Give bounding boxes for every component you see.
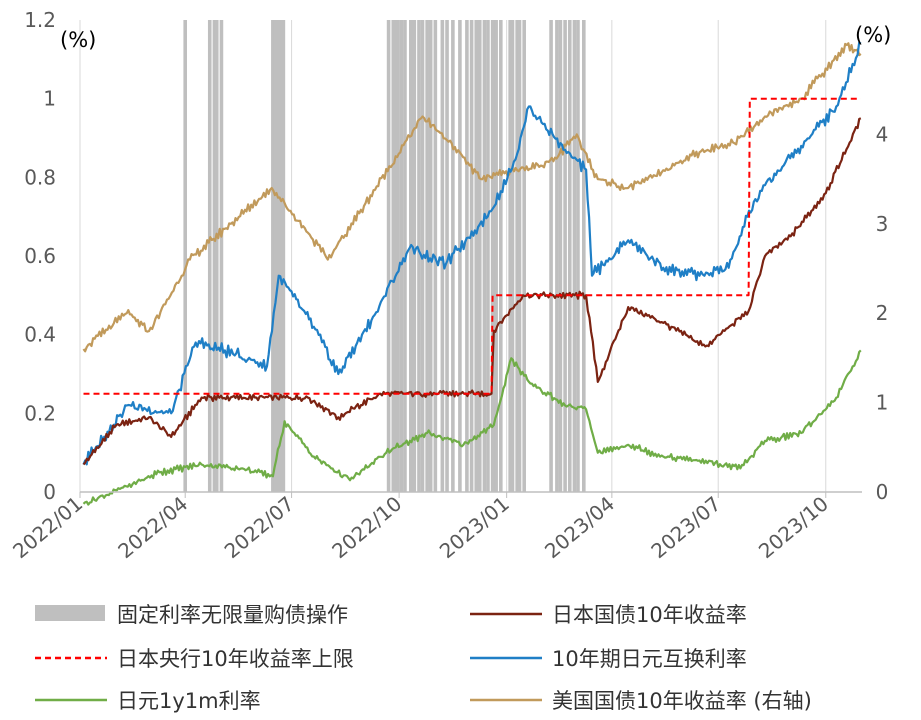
operation-bar	[469, 20, 474, 492]
x-tick-label: 2023/07	[646, 491, 725, 563]
operation-bar	[271, 20, 275, 492]
operation-bar	[207, 20, 212, 492]
operation-bar	[183, 20, 188, 492]
operation-bar	[477, 20, 482, 492]
operation-bar	[465, 20, 469, 492]
series-line-boj_cap	[83, 97, 861, 395]
operation-bar	[393, 20, 398, 492]
legend-swatch	[35, 605, 105, 621]
operation-bar	[581, 20, 586, 492]
x-tick-label: 2022/07	[220, 491, 299, 563]
operation-bar	[279, 20, 283, 492]
operation-bars	[183, 20, 586, 492]
operation-bar	[399, 20, 404, 492]
y-left-tick-label: 0.8	[24, 165, 56, 189]
legend-label: 10年期日元互换利率	[552, 647, 747, 671]
operation-bar	[482, 20, 487, 492]
operation-bar	[486, 20, 490, 492]
y-right-tick-label: 1	[876, 391, 889, 415]
operation-bar	[412, 20, 417, 492]
y-left-axis: 0 0.2 0.4 0.6 0.8 1 1.2	[24, 8, 56, 504]
operation-bar	[494, 20, 498, 492]
y-left-tick-label: 0.4	[24, 323, 56, 347]
operation-bar	[276, 20, 281, 492]
x-tick-label: 2023/01	[435, 491, 514, 563]
y-left-tick-label: 0	[43, 480, 56, 504]
operation-bar	[567, 20, 572, 492]
operation-bar	[558, 20, 563, 492]
operation-bar	[576, 20, 580, 492]
y-right-axis: 0 1 2 3 4	[876, 122, 889, 504]
y-right-tick-label: 0	[876, 480, 889, 504]
y-left-tick-label: 1	[43, 87, 56, 111]
operation-bar	[572, 20, 577, 492]
y-right-tick-label: 2	[876, 301, 889, 325]
series-line-y1y1m	[82, 349, 862, 506]
x-tick-label: 2022/10	[327, 491, 406, 563]
operation-bar	[445, 20, 449, 492]
operation-bar	[391, 20, 396, 492]
operation-bar	[517, 20, 522, 492]
operation-bar	[212, 20, 217, 492]
operation-bar	[522, 20, 526, 492]
operation-bar	[474, 20, 479, 492]
y-left-tick-label: 1.2	[24, 8, 56, 32]
operation-bar	[515, 20, 519, 492]
legend-label: 日本央行10年收益率上限	[117, 647, 354, 671]
legend-label: 日本国债10年收益率	[552, 603, 747, 627]
operation-bar	[409, 20, 413, 492]
x-tick-label: 2023/10	[754, 491, 833, 563]
operation-bar	[508, 20, 512, 492]
operation-bar	[563, 20, 567, 492]
operation-bar	[417, 20, 421, 492]
series-lines	[82, 41, 862, 506]
operation-bar	[219, 20, 224, 492]
operation-bar	[396, 20, 400, 492]
y-left-tick-label: 0.2	[24, 401, 56, 425]
operation-bar	[428, 20, 433, 492]
y-left-tick-label: 0.6	[24, 244, 56, 268]
y-right-tick-label: 3	[876, 212, 889, 236]
x-tick-label: 2022/04	[113, 491, 192, 563]
y-right-unit: (%)	[855, 23, 891, 47]
series-line-jgb10y	[82, 117, 862, 466]
legend-label: 美国国债10年收益率 (右轴)	[552, 689, 812, 713]
y-right-tick-label: 4	[876, 122, 889, 146]
operation-bar	[549, 20, 553, 492]
x-axis: 2022/01 2022/04 2022/07 2022/10 2023/01 2023/…	[8, 491, 833, 563]
series-line-swap10y	[82, 41, 862, 466]
x-tick-label: 2023/04	[540, 491, 619, 563]
operation-bar	[273, 20, 278, 492]
operation-bar	[458, 20, 462, 492]
operation-bar	[499, 20, 503, 492]
legend-label: 日元1y1m利率	[117, 689, 261, 713]
operation-bar	[386, 20, 391, 492]
operation-bar	[214, 20, 219, 492]
legend-label: 固定利率无限量购债操作	[117, 603, 348, 627]
operation-bar	[555, 20, 559, 492]
operation-bar	[281, 20, 286, 492]
operation-bar	[510, 20, 515, 492]
operation-bar	[491, 20, 496, 492]
y-left-unit: (%)	[60, 28, 96, 52]
series-line-ust10y	[82, 42, 862, 353]
